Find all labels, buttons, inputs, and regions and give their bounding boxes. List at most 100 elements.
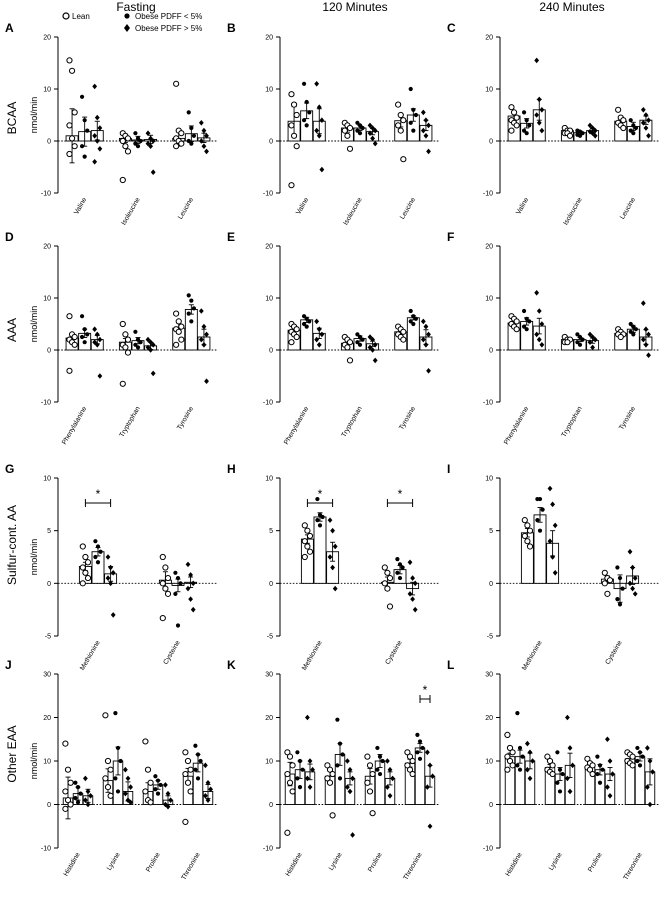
panel-b-point-leucine-obese-pdff-5 (423, 133, 429, 139)
panel-c-point-leucine-lean (620, 117, 627, 124)
panel-g-point-cysteine-obese-pdff-5 (190, 580, 196, 587)
panel-g-point-cysteine-obese-pdff-5 (173, 570, 178, 575)
panel-a-point-leucine-obese-pdff-5 (201, 143, 207, 149)
panel-e-point-phenylalanine-obese-pdff-5 (316, 326, 322, 332)
panel-c-point-isoleucine-obese-pdff-5 (592, 133, 598, 139)
panel-h-y-tick-label: -5 (267, 634, 273, 641)
panel-a-point-isoleucine-obese-pdff-5 (145, 140, 151, 147)
panel-h-point-cysteine-lean (381, 580, 388, 587)
panel-j-letter: J (5, 658, 12, 672)
panel-d-point-tryptophan-obese-pdff-5 (148, 347, 153, 353)
panel-k-point-histidine-obese-pdff-5 (307, 758, 313, 764)
panel-j-point-histidine-obese-pdff-5 (75, 800, 81, 805)
panel-h-category-label-cysteine: Cysteine (384, 639, 403, 666)
panel-l-point-proline-obese-pdff-5 (607, 793, 613, 799)
panel-b-point-leucine-lean (400, 117, 407, 124)
panel-j-point-histidine-lean (62, 740, 69, 747)
panel-g-point-methionine-lean (79, 564, 86, 571)
legend: Lean Obese PDFF < 5% Obese PDFF > 5% (62, 12, 202, 33)
panel-h-point-cysteine-obese-pdff-5 (395, 570, 400, 575)
panel-k-point-lysine-lean (324, 775, 331, 782)
panel-i-point-methionine-obese-pdff-5 (552, 522, 558, 529)
panel-j-point-threonine-obese-pdff-5 (208, 786, 213, 793)
panel-l-point-histidine-obese-pdff-5 (515, 763, 520, 768)
panel-c-point-valine-obese-pdff-5 (534, 57, 540, 64)
panel-l-point-proline-obese-pdff-5 (597, 763, 603, 768)
panel-k-y-tick-label: 0 (269, 802, 273, 809)
panel-b-point-valine-lean (293, 111, 300, 119)
panel-e-point-phenylalanine-obese-pdff-5 (301, 314, 307, 319)
panel-f-point-tyrosine-obese-pdff-5 (646, 352, 651, 358)
panel-h-point-methionine-obese-pdff-5 (332, 543, 338, 550)
panel-c-point-isoleucine-obese-pdff-5 (587, 122, 593, 129)
panel-h-point-cysteine-obese-pdff-5 (395, 557, 400, 562)
panel-j-point-threonine-obese-pdff-5 (205, 779, 211, 786)
panel-l-point-proline-obese-pdff-5 (607, 758, 613, 764)
panel-j-point-threonine-obese-pdff-5 (193, 767, 198, 772)
panel-d-point-tyrosine-obese-pdff-5 (198, 308, 204, 314)
panel-c-point-isoleucine-obese-pdff-5 (590, 125, 595, 131)
panel-h-category-label-methionine: Methionine (301, 639, 324, 671)
panel-a-point-valine-lean (68, 67, 76, 74)
panel-k-point-histidine-obese-pdff-5 (307, 784, 313, 790)
panel-k-point-histidine-lean (289, 788, 296, 795)
panel-l-point-threonine-obese-pdff-5 (645, 784, 650, 790)
panel-i-point-methionine-obese-pdff-5 (540, 507, 545, 512)
panel-c-category-label-leucine: Leucine (619, 196, 637, 220)
panel-g-y-axis-label: nmol/min (29, 539, 39, 576)
panel-b-point-isoleucine-obese-pdff-5 (360, 125, 365, 131)
panel-j-point-histidine-obese-pdff-5 (88, 793, 93, 799)
panel-i-point-methionine-obese-pdff-5 (535, 518, 540, 523)
panel-e-point-tryptophan-obese-pdff-5 (370, 336, 375, 343)
panel-k-point-threonine-lean (406, 766, 414, 773)
row-title-aaa: AAA (5, 318, 19, 342)
panel-k-point-lysine-obese-pdff-5 (337, 776, 343, 781)
panel-e-point-tryptophan-obese-pdff-5 (355, 332, 360, 337)
panel-k-point-threonine-obese-pdff-5 (415, 732, 420, 738)
panel-d-point-tyrosine-obese-pdff-5 (198, 336, 204, 343)
panel-l-point-threonine-obese-pdff-5 (645, 745, 650, 751)
panel-j-point-histidine-obese-pdff-5 (78, 791, 83, 796)
panel-e-category-label-tyrosine: Tyrosine (398, 405, 417, 431)
column-title-fasting: Fasting (116, 0, 155, 14)
panel-e-point-phenylalanine-obese-pdff-5 (314, 336, 320, 343)
panel-l-point-lysine-obese-pdff-5 (567, 788, 573, 795)
panel-b-point-leucine-lean (395, 122, 402, 129)
panel-l-point-histidine-lean (504, 731, 511, 739)
panel-a-point-valine-lean (66, 122, 73, 129)
panel-l-point-lysine-lean (546, 757, 554, 765)
panel-g-point-methionine-obese-pdff-5 (93, 539, 98, 544)
panel-b-point-valine-obese-pdff-5 (301, 81, 307, 86)
panel-h-point-cysteine-lean (384, 585, 391, 592)
panel-e-y-tick-label: 10 (265, 296, 273, 303)
panel-f-category-label-tryptophan: Tryptophan (561, 405, 584, 438)
panel-b: B -10 0 10 20 Valine Isoleucine Leucine (227, 21, 440, 227)
panel-d-point-tyrosine-lean (173, 341, 180, 348)
panel-c-y-tick-label: 20 (485, 35, 493, 42)
panel-e-point-phenylalanine-lean (288, 339, 295, 346)
panel-f-point-tyrosine-obese-pdff-5 (640, 336, 646, 343)
panel-j-point-lysine-obese-pdff-5 (123, 790, 128, 797)
panel-b-point-isoleucine-obese-pdff-5 (355, 128, 360, 133)
panel-j-point-proline-obese-pdff-5 (165, 803, 171, 810)
panel-j-point-lysine-obese-pdff-5 (128, 784, 133, 790)
panel-g-point-methionine-obese-pdff-5 (95, 544, 101, 549)
panel-e: E -10 0 10 20 Phenylalanine Tryptophan Tyrosine (227, 230, 440, 446)
panel-g-point-cysteine-obese-pdff-5 (185, 561, 191, 568)
panel-h-point-methionine-obese-pdff-5 (315, 496, 320, 502)
panel-a-point-isoleucine-obese-pdff-5 (138, 138, 143, 144)
panel-e-point-phenylalanine-obese-pdff-5 (301, 321, 307, 327)
panel-c-point-leucine-obese-pdff-5 (633, 125, 639, 131)
panel-l-letter: L (447, 658, 454, 672)
panel-j-point-histidine-obese-pdff-5 (85, 801, 91, 808)
panel-h-point-methionine-lean (306, 548, 314, 555)
panel-k-point-lysine-obese-pdff-5 (347, 766, 353, 773)
panel-l-point-lysine-obese-pdff-5 (557, 789, 563, 794)
panel-j-point-threonine-lean (182, 749, 189, 756)
panel-f-point-tyrosine-lean (617, 333, 624, 341)
panel-e-point-tryptophan-obese-pdff-5 (367, 334, 373, 340)
panel-a-point-valine-obese-pdff-5 (79, 94, 85, 99)
legend-label-obese-pdff-gt5: Obese PDFF > 5% (135, 24, 202, 33)
panel-e-point-tyrosine-obese-pdff-5 (423, 342, 429, 348)
panel-d-point-phenylalanine-lean (71, 341, 78, 348)
